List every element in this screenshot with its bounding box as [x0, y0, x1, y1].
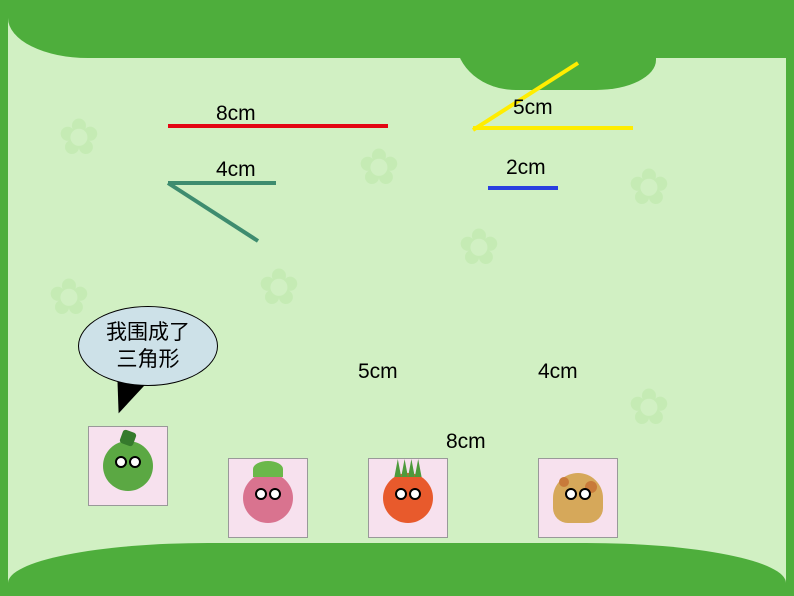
label-2cm: 2cm	[506, 156, 546, 180]
mushroom-icon	[553, 473, 603, 523]
character-mushroom	[538, 458, 618, 538]
label-8cm-mid: 8cm	[446, 430, 486, 454]
slide-panel: ✿ ✿ ✿ ✿ ✿ ✿ ✿ ✿ 8cm 5cm 4cm 2cm 5cm 4cm …	[8, 8, 786, 588]
speech-text: 我围成了 三角形	[106, 319, 190, 374]
label-4cm-top: 4cm	[216, 158, 256, 182]
character-pepper	[88, 426, 168, 506]
label-8cm: 8cm	[216, 102, 256, 126]
label-5cm-mid: 5cm	[358, 360, 398, 384]
label-5cm-top: 5cm	[513, 96, 553, 120]
character-tomato	[368, 458, 448, 538]
speech-bubble: 我围成了 三角形	[78, 306, 218, 386]
content-layer: 8cm 5cm 4cm 2cm 5cm 4cm 8cm 我围成了 三角形	[8, 8, 786, 588]
character-radish	[228, 458, 308, 538]
line-green-4cm-diagonal	[168, 183, 258, 241]
pepper-icon	[103, 441, 153, 491]
label-4cm-mid: 4cm	[538, 360, 578, 384]
radish-icon	[243, 473, 293, 523]
tomato-icon	[383, 473, 433, 523]
